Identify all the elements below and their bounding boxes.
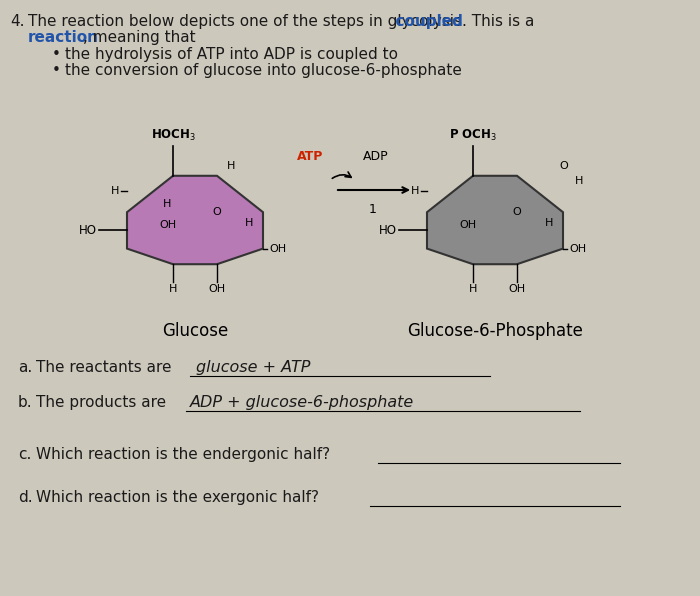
Text: , meaning that: , meaning that: [83, 30, 195, 45]
Text: The reaction below depicts one of the steps in glycolysis. This is a: The reaction below depicts one of the st…: [28, 14, 539, 29]
Text: Glucose-6-Phosphate: Glucose-6-Phosphate: [407, 322, 583, 340]
Polygon shape: [427, 176, 563, 264]
Text: OH: OH: [209, 284, 225, 294]
Polygon shape: [127, 176, 263, 264]
Text: OH: OH: [460, 220, 477, 230]
Text: H: H: [469, 284, 477, 294]
Text: The products are: The products are: [36, 395, 166, 410]
Text: Which reaction is the exergonic half?: Which reaction is the exergonic half?: [36, 490, 319, 505]
Text: O: O: [559, 161, 568, 171]
Text: H: H: [411, 187, 419, 197]
Text: the hydrolysis of ATP into ADP is coupled to: the hydrolysis of ATP into ADP is couple…: [65, 47, 398, 62]
Text: H: H: [111, 187, 119, 197]
Text: OH: OH: [269, 244, 286, 254]
Text: ATP: ATP: [297, 150, 323, 163]
Text: H: H: [163, 200, 172, 209]
Text: a.: a.: [18, 360, 32, 375]
Text: O: O: [512, 207, 522, 217]
Text: glucose + ATP: glucose + ATP: [196, 360, 310, 375]
Text: coupled: coupled: [28, 14, 463, 29]
Text: ADP + glucose-6-phosphate: ADP + glucose-6-phosphate: [190, 395, 414, 410]
Text: H: H: [169, 284, 177, 294]
Text: OH: OH: [569, 244, 586, 254]
Text: d.: d.: [18, 490, 33, 505]
Text: Glucose: Glucose: [162, 322, 228, 340]
Text: •: •: [52, 47, 61, 62]
Text: ADP: ADP: [363, 150, 389, 163]
Text: HO: HO: [79, 224, 97, 237]
Text: HOCH$_3$: HOCH$_3$: [150, 128, 195, 143]
Text: reaction: reaction: [28, 30, 99, 45]
Text: O: O: [213, 207, 221, 217]
Text: Which reaction is the endergonic half?: Which reaction is the endergonic half?: [36, 447, 330, 462]
Text: HO: HO: [379, 224, 397, 237]
Text: H: H: [575, 176, 583, 186]
Text: 1: 1: [369, 203, 377, 216]
Text: 4.: 4.: [10, 14, 25, 29]
Text: The reactants are: The reactants are: [36, 360, 172, 375]
Text: OH: OH: [508, 284, 526, 294]
Text: P OCH$_3$: P OCH$_3$: [449, 128, 497, 143]
Text: •: •: [52, 63, 61, 78]
Text: H: H: [227, 161, 235, 171]
Text: H: H: [545, 218, 554, 228]
Text: b.: b.: [18, 395, 33, 410]
Text: c.: c.: [18, 447, 32, 462]
Text: OH: OH: [160, 220, 177, 230]
Text: the conversion of glucose into glucose-6-phosphate: the conversion of glucose into glucose-6…: [65, 63, 462, 78]
Text: H: H: [245, 218, 253, 228]
